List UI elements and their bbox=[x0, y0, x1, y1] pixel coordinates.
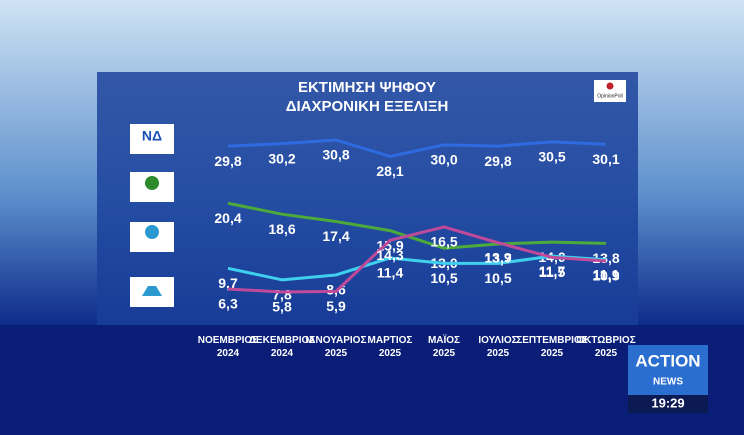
data-label: 30,8 bbox=[322, 147, 349, 163]
data-label: 30,2 bbox=[268, 150, 295, 166]
data-label: 11,5 bbox=[539, 264, 566, 280]
party-logo-mark bbox=[145, 176, 159, 190]
x-tick-label: ΜΑΪΟΣ 2025 bbox=[427, 335, 461, 359]
clock: 19:29 bbox=[651, 395, 684, 410]
data-label: 30,5 bbox=[538, 149, 565, 165]
data-label: 30,0 bbox=[430, 152, 457, 168]
channel-logo bbox=[628, 345, 708, 395]
line bbox=[227, 201, 607, 250]
data-label: 11,4 bbox=[377, 265, 404, 281]
x-tick-label: ΟΚΤΩΒΡΙΟΣ 2025 bbox=[576, 335, 636, 359]
party-logo-mark bbox=[145, 225, 159, 239]
source-logo: OpinionPoll bbox=[597, 93, 623, 99]
data-label: 5,9 bbox=[326, 298, 346, 314]
channel-name: ACTION bbox=[635, 351, 700, 370]
floor bbox=[0, 325, 744, 435]
party-logo-mark bbox=[142, 286, 162, 296]
source-logo-box bbox=[594, 80, 626, 102]
chart-subtitle: ΔΙΑΧΡΟΝΙΚΗ ΕΞΕΛΙΞΗ bbox=[286, 98, 449, 115]
panel bbox=[97, 72, 638, 325]
data-label: 13,9 bbox=[484, 249, 511, 265]
data-label: 11,7 bbox=[539, 263, 566, 279]
data-label: 15,9 bbox=[376, 237, 403, 253]
line bbox=[227, 254, 607, 282]
x-tick-label: ΣΕΠΤΕΜΒΡΙΟΣ 2025 bbox=[516, 335, 588, 359]
party-logo bbox=[130, 124, 174, 154]
channel-sub: NEWS bbox=[653, 377, 683, 388]
source-logo-dot bbox=[606, 82, 614, 90]
data-label: 28,1 bbox=[376, 163, 403, 179]
line bbox=[227, 225, 607, 294]
x-tick-label: ΝΟΕΜΒΡΙΟΣ 2024 bbox=[197, 335, 259, 359]
data-label: 30,1 bbox=[592, 151, 619, 167]
data-label: 9,7 bbox=[218, 275, 238, 291]
x-tick-label: ΙΑΝΟΥΑΡΙΟΣ 2025 bbox=[305, 335, 367, 359]
data-label: 18,6 bbox=[268, 221, 295, 237]
data-label: 5,8 bbox=[272, 299, 292, 315]
x-tick-label: ΙΟΥΛΙΟΣ 2025 bbox=[478, 335, 518, 359]
data-label: 29,8 bbox=[484, 153, 511, 169]
data-label: 10,5 bbox=[484, 270, 511, 286]
data-label: 17,4 bbox=[322, 228, 349, 244]
data-label: 10,9 bbox=[592, 268, 619, 284]
data-label: 14,3 bbox=[376, 247, 403, 263]
chart-title: ΕΚΤΙΜΗΣΗ ΨΗΦΟΥ bbox=[298, 79, 436, 96]
line bbox=[227, 138, 607, 158]
data-label: 11,1 bbox=[593, 266, 620, 282]
data-label: 10,5 bbox=[430, 270, 457, 286]
data-label: 16,5 bbox=[430, 234, 457, 250]
clock-box bbox=[628, 395, 708, 413]
x-tick-label: ΔΕΚΕΜΒΡΙΟΣ 2024 bbox=[248, 335, 316, 359]
data-label: 13,8 bbox=[592, 250, 619, 266]
x-tick-label: ΜΑΡΤΙΟΣ 2025 bbox=[367, 335, 413, 359]
data-label: 6,3 bbox=[218, 296, 238, 312]
data-label: 20,4 bbox=[214, 210, 241, 226]
data-label: 29,8 bbox=[214, 153, 241, 169]
party-logo-mark: ΝΔ bbox=[142, 128, 162, 144]
